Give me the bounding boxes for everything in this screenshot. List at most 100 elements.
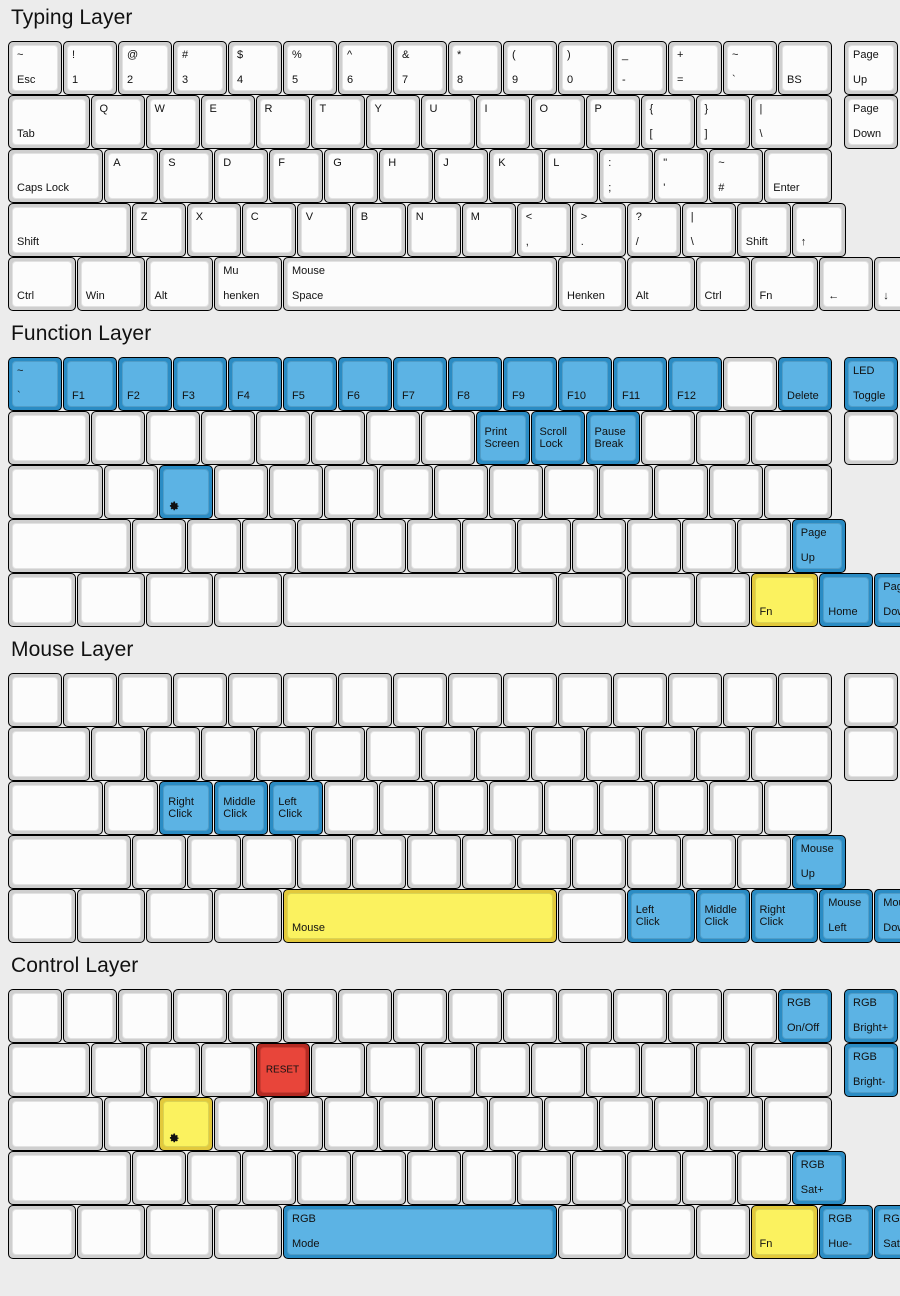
key-blank[interactable]	[324, 781, 379, 835]
key-blank[interactable]	[448, 673, 502, 727]
key-e[interactable]: E	[200, 95, 255, 149]
key-blank[interactable]	[338, 989, 392, 1043]
key-blank[interactable]	[8, 411, 90, 465]
key-rgb-sat[interactable]: RGB Sat+	[791, 1151, 846, 1205]
key-blank[interactable]	[310, 1043, 365, 1097]
key-f8[interactable]: F8	[448, 357, 502, 411]
key-8[interactable]: * 8	[448, 41, 502, 95]
key-blank[interactable]	[351, 835, 406, 889]
key-s[interactable]: S	[159, 149, 214, 203]
key-blank[interactable]	[8, 673, 62, 727]
key-blank[interactable]	[530, 727, 585, 781]
key-mouse[interactable]: Mouse	[283, 889, 557, 943]
key-blank[interactable]	[750, 1043, 832, 1097]
key-f12[interactable]: F12	[668, 357, 722, 411]
key-z[interactable]: Z	[131, 203, 186, 257]
key-rgb-on-off[interactable]: RGB On/Off	[778, 989, 832, 1043]
key-blank[interactable]	[736, 519, 791, 573]
key-q[interactable]: Q	[90, 95, 145, 149]
key-blank[interactable]	[434, 781, 489, 835]
key-blank[interactable]: >.	[571, 203, 626, 257]
key-blank[interactable]	[310, 411, 365, 465]
key-blank[interactable]	[681, 519, 736, 573]
key-blank[interactable]	[695, 1043, 750, 1097]
key-6[interactable]: ^ 6	[338, 41, 392, 95]
key-right-click[interactable]: Right Click	[750, 889, 819, 943]
key-page-up[interactable]: Page Up	[844, 41, 898, 95]
key-blank[interactable]	[764, 781, 832, 835]
key-blank[interactable]	[654, 1097, 709, 1151]
key-blank[interactable]: ↑	[791, 203, 846, 257]
key-blank[interactable]	[599, 781, 654, 835]
key-blank[interactable]	[640, 1043, 695, 1097]
key-blank[interactable]	[283, 673, 337, 727]
key-alt[interactable]: Alt	[145, 257, 214, 311]
key-blank[interactable]	[200, 1043, 255, 1097]
key-blank[interactable]	[668, 989, 722, 1043]
key-page-up[interactable]: Page Up	[791, 519, 846, 573]
key-blank[interactable]	[695, 727, 750, 781]
key-k[interactable]: K	[489, 149, 544, 203]
key-blank[interactable]	[475, 727, 530, 781]
key-blank[interactable]	[778, 673, 832, 727]
key-blank[interactable]: :;	[599, 149, 654, 203]
key-g[interactable]: G	[324, 149, 379, 203]
key-blank[interactable]	[448, 989, 502, 1043]
key-rgb-bright[interactable]: RGB Bright-	[844, 1043, 898, 1097]
key-blank[interactable]	[365, 727, 420, 781]
key-blank[interactable]	[8, 989, 62, 1043]
key-gear-icon[interactable]	[159, 465, 214, 519]
key-blank[interactable]	[626, 1205, 695, 1259]
key-b[interactable]: B	[351, 203, 406, 257]
key-a[interactable]: A	[104, 149, 159, 203]
key-blank[interactable]	[186, 519, 241, 573]
key-r[interactable]: R	[255, 95, 310, 149]
key-print-screen[interactable]: Print Screen	[475, 411, 530, 465]
key-c[interactable]: C	[241, 203, 296, 257]
key-f9[interactable]: F9	[503, 357, 557, 411]
key-blank[interactable]	[516, 835, 571, 889]
key-blank[interactable]: + =	[668, 41, 722, 95]
key-4[interactable]: $4	[228, 41, 282, 95]
key-blank[interactable]	[8, 1043, 90, 1097]
key-blank[interactable]	[420, 411, 475, 465]
key-blank[interactable]	[214, 1205, 282, 1259]
key-blank[interactable]	[626, 573, 695, 627]
key-left-click[interactable]: Left Click	[626, 889, 695, 943]
key-blank[interactable]	[844, 727, 898, 781]
key-blank[interactable]	[214, 889, 282, 943]
key-blank[interactable]	[695, 411, 750, 465]
key-blank[interactable]	[104, 781, 159, 835]
key-blank[interactable]	[544, 465, 599, 519]
key-blank[interactable]	[489, 1097, 544, 1151]
key-blank[interactable]	[640, 411, 695, 465]
key-page-down[interactable]: Page Down	[844, 95, 898, 149]
key-blank[interactable]	[255, 411, 310, 465]
key-blank[interactable]: | \	[750, 95, 832, 149]
key-w[interactable]: W	[145, 95, 200, 149]
key-blank[interactable]	[489, 781, 544, 835]
key-blank[interactable]	[558, 673, 612, 727]
key-blank[interactable]	[695, 1205, 750, 1259]
key-mu-henken[interactable]: Mu henken	[214, 257, 282, 311]
key-blank[interactable]: _ -	[613, 41, 667, 95]
key-blank[interactable]: ~ #	[709, 149, 764, 203]
key-blank[interactable]	[406, 519, 461, 573]
key-tab[interactable]: Tab	[8, 95, 90, 149]
key-blank[interactable]	[571, 519, 626, 573]
key-blank[interactable]	[131, 835, 186, 889]
key-blank[interactable]	[145, 889, 214, 943]
key-blank[interactable]	[571, 1151, 626, 1205]
key-reset[interactable]: RESET	[255, 1043, 310, 1097]
key-enter[interactable]: Enter	[764, 149, 832, 203]
key-blank[interactable]	[558, 889, 626, 943]
key-blank[interactable]	[544, 781, 599, 835]
key-y[interactable]: Y	[365, 95, 420, 149]
key-blank[interactable]	[8, 465, 104, 519]
key-blank[interactable]	[8, 781, 104, 835]
key-blank[interactable]	[365, 1043, 420, 1097]
key-blank[interactable]	[351, 519, 406, 573]
key-esc[interactable]: ~ Esc	[8, 41, 62, 95]
key-mouse-up[interactable]: Mouse Up	[791, 835, 846, 889]
key-rgb-mode[interactable]: RGB Mode	[283, 1205, 557, 1259]
